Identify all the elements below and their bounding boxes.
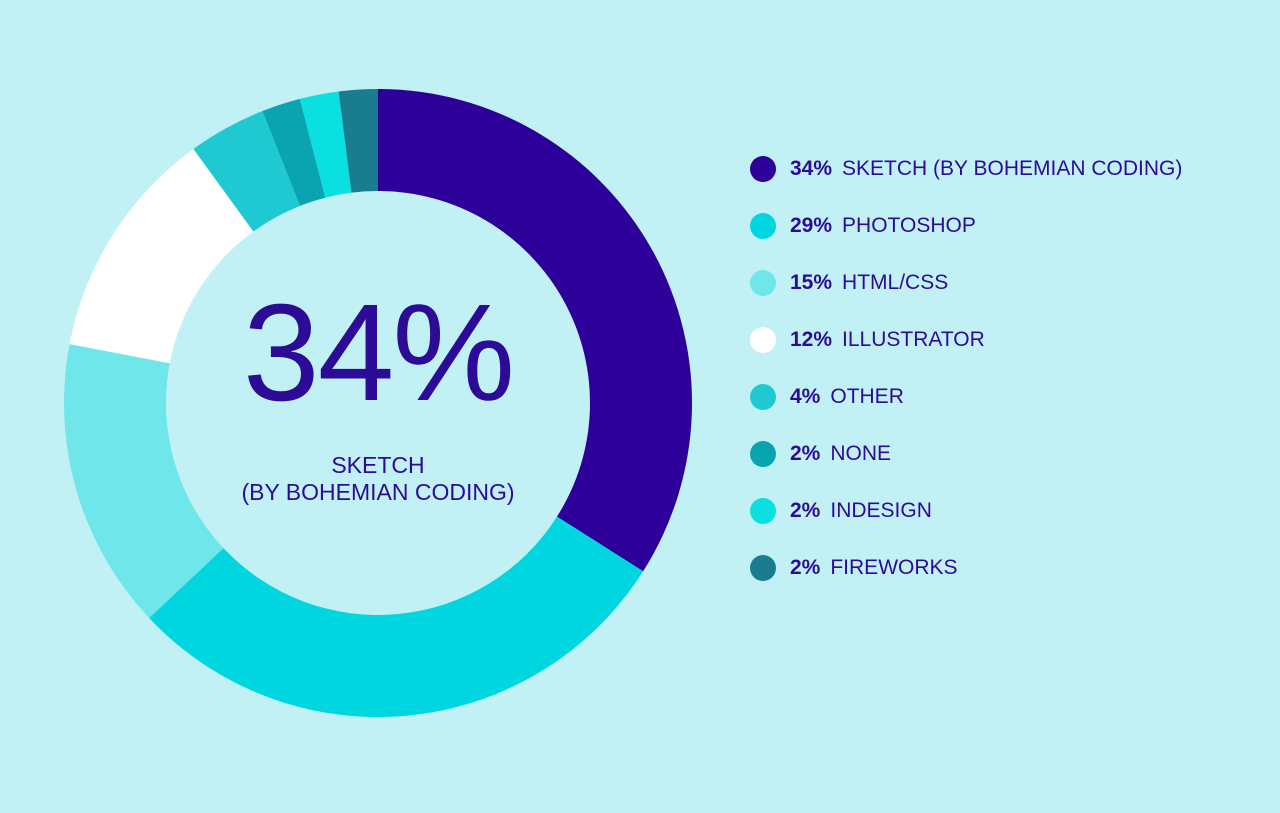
legend-swatch (750, 554, 776, 581)
donut-slice-other (193, 111, 300, 232)
center-label-line1: SKETCH (331, 452, 425, 478)
center-label-line2: (BY BOHEMIAN CODING) (241, 479, 515, 505)
legend-swatch (750, 383, 776, 410)
legend-percent: 2% (790, 555, 821, 579)
legend-swatch (750, 497, 776, 524)
legend: 34% SKETCH (BY BOHEMIAN CODING) 29% PHOT… (750, 140, 1182, 596)
legend-percent: 2% (790, 498, 821, 522)
legend-item: 12% ILLUSTRATOR (750, 311, 1182, 368)
donut-slice-indesign (299, 91, 352, 198)
legend-percent: 12% (790, 327, 833, 351)
donut-slice-none (262, 98, 326, 206)
legend-label: SKETCH (BY BOHEMIAN CODING) (842, 156, 1183, 180)
center-percentage: 34% (242, 276, 515, 430)
legend-item: 29% PHOTOSHOP (750, 197, 1182, 254)
donut-slice-sketch-by-bohemian-coding (378, 89, 692, 572)
legend-swatch (750, 212, 776, 239)
legend-swatch (750, 269, 776, 296)
legend-label: ILLUSTRATOR (842, 327, 985, 351)
legend-percent: 34% (790, 156, 833, 180)
legend-percent: 29% (790, 213, 833, 237)
legend-label: INDESIGN (830, 498, 932, 522)
legend-percent: 15% (790, 270, 833, 294)
donut-slice-photoshop (149, 516, 644, 718)
legend-label: PHOTOSHOP (842, 213, 976, 237)
donut-slice-fireworks (338, 89, 378, 193)
legend-label: FIREWORKS (830, 555, 958, 579)
donut-slice-illustrator (69, 148, 254, 364)
legend-item: 2% NONE (750, 425, 1182, 482)
legend-label: HTML/CSS (842, 270, 949, 294)
legend-item: 34% SKETCH (BY BOHEMIAN CODING) (750, 140, 1182, 197)
legend-percent: 4% (790, 384, 821, 408)
legend-item: 15% HTML/CSS (750, 254, 1182, 311)
legend-item: 4% OTHER (750, 368, 1182, 425)
legend-percent: 2% (790, 441, 821, 465)
legend-item: 2% INDESIGN (750, 482, 1182, 539)
legend-swatch (750, 155, 776, 182)
donut-slices (63, 89, 692, 718)
center-label: SKETCH (BY BOHEMIAN CODING) (178, 452, 578, 506)
donut-slice-html-css (63, 344, 224, 618)
legend-label: NONE (830, 441, 892, 465)
legend-item: 2% FIREWORKS (750, 539, 1182, 596)
legend-label: OTHER (830, 384, 904, 408)
legend-swatch (750, 440, 776, 467)
legend-swatch (750, 326, 776, 353)
